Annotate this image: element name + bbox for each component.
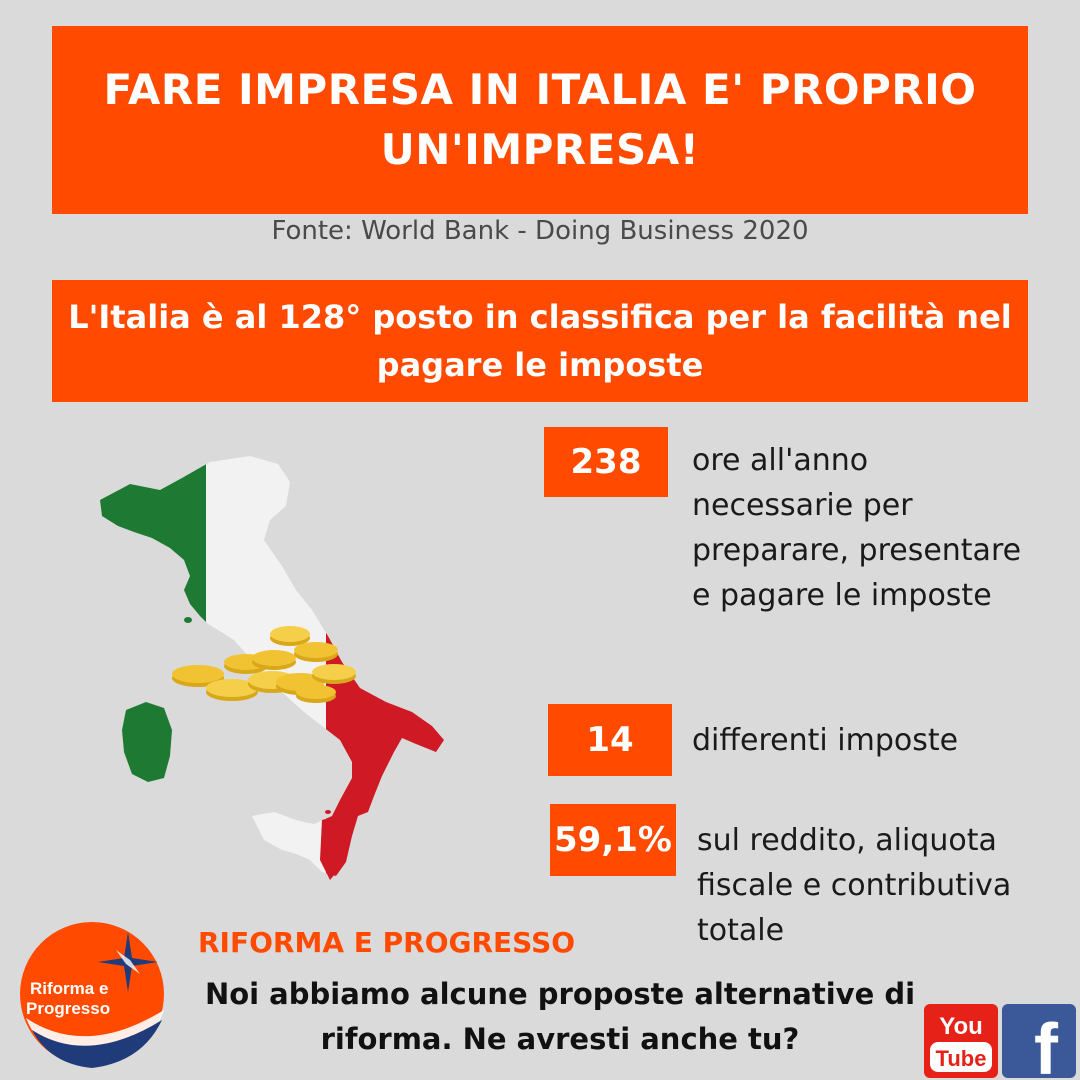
italy-map-icon (100, 456, 444, 880)
svg-text:f: f (1034, 1010, 1059, 1078)
star-icon (98, 932, 158, 992)
stat-value-box: 14 (548, 704, 672, 776)
organization-name: RIFORMA E PROGRESSO (198, 926, 576, 959)
source-caption: Fonte: World Bank - Doing Business 2020 (271, 216, 809, 246)
call-to-action: Noi abbiamo alcune proposte alternative … (204, 977, 916, 1056)
stat-description: differenti imposte (692, 723, 959, 758)
stat-description: sul reddito, aliquota fiscale e contribu… (697, 823, 1012, 948)
stat-value-box: 238 (544, 427, 668, 497)
svg-text:Tube: Tube (936, 1046, 987, 1071)
ranking-banner: L'Italia è al 128° posto in classifica p… (52, 280, 1028, 402)
logo-text-line1: Riforma e (30, 979, 108, 998)
main-title-banner: FARE IMPRESA IN ITALIA E' PROPRIO UN'IMP… (52, 26, 1028, 214)
youtube-icon[interactable]: You Tube (924, 1004, 998, 1078)
facebook-icon[interactable]: f (1002, 1004, 1076, 1078)
organization-logo: Riforma e Progresso (16, 918, 168, 1070)
coins-icon (172, 626, 356, 703)
svg-text:You: You (939, 1013, 983, 1040)
stat-value-box: 59,1% (550, 804, 676, 876)
logo-text-line2: Progresso (26, 999, 110, 1018)
stat-description: ore all'anno necessarie per preparare, p… (692, 443, 1022, 613)
ranking-text: L'Italia è al 128° posto in classifica p… (68, 298, 1012, 384)
main-title: FARE IMPRESA IN ITALIA E' PROPRIO UN'IMP… (103, 65, 977, 174)
